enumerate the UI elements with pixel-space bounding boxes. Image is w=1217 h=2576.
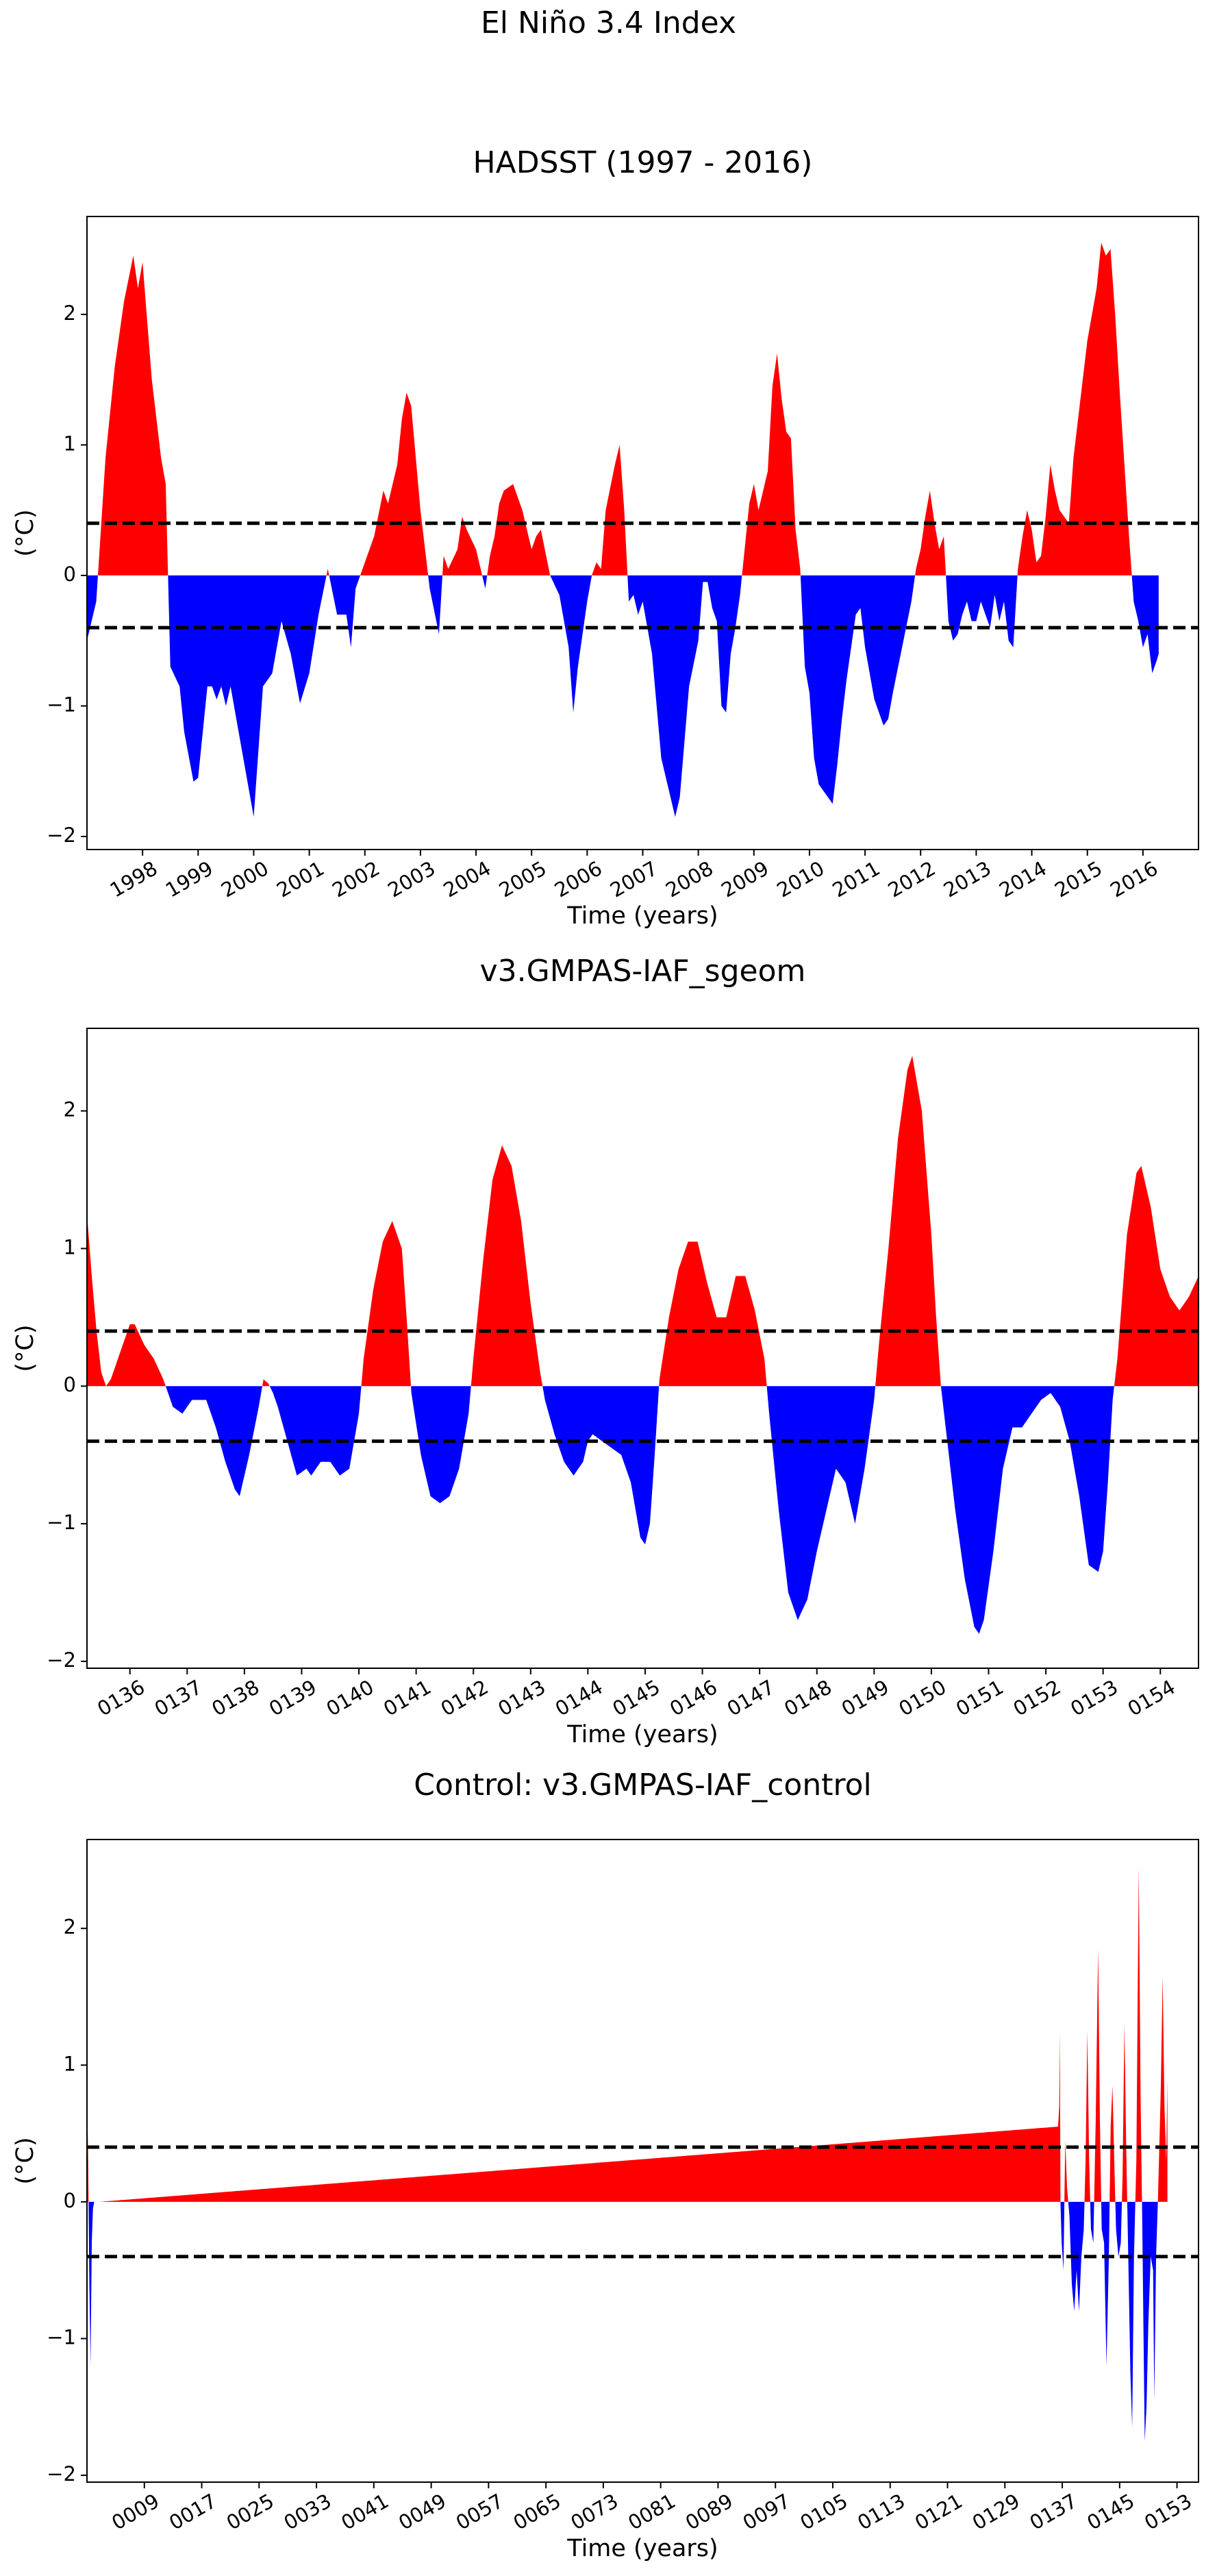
x-tick-label: 2009 [717,856,773,902]
x-tick-label: 0065 [510,2489,565,2534]
y-tick-label: −2 [47,2462,76,2486]
y-tick-label: −2 [47,1648,76,1672]
y-tick-label: 2 [64,301,76,325]
y-axis-label: (°C) [12,1324,39,1372]
x-tick-label: 0081 [624,2489,679,2534]
x-axis-label: Time (years) [566,902,718,930]
x-tick-label: 2003 [384,856,439,902]
x-tick-label: 0139 [265,1675,321,1720]
x-tick-label: 2000 [217,856,273,902]
x-tick-label: 0017 [165,2489,221,2534]
x-tick-label: 0073 [566,2489,622,2534]
x-tick-label: 0150 [894,1675,950,1720]
x-tick-label: 0154 [1124,1675,1179,1720]
x-tick-label: 0149 [838,1675,893,1720]
x-axis-label: Time (years) [566,1721,718,1748]
chart-panel-control: Control: v3.GMPAS-IAF_control −2 −1 0 1 2 0009… [12,1768,1199,2562]
x-tick-label: 0113 [853,2489,909,2534]
negative-anomaly-area [87,575,1159,817]
y-tick-label: 2 [64,1916,76,1939]
y-axis-label: (°C) [12,2137,39,2184]
x-tick-label: 0143 [494,1675,549,1720]
x-tick-label: 0129 [968,2489,1024,2534]
x-tick-label: 0089 [681,2489,737,2534]
x-tick-label: 0141 [379,1675,435,1720]
chart-title: Control: v3.GMPAS-IAF_control [414,1768,871,1803]
axes-frame [86,1028,1199,1669]
y-tick-label: 1 [64,2052,76,2075]
y-tick-label: −2 [47,823,76,847]
figure-suptitle: El Niño 3.4 Index [480,5,737,40]
y-tick-label: 1 [64,1235,76,1259]
x-tick-label: 0025 [223,2489,278,2534]
x-tick-label: 2006 [551,856,606,902]
x-tick-label: 0145 [609,1675,664,1720]
y-tick-label: 0 [64,1373,76,1396]
plot-area [87,1056,1199,1634]
y-tick-label: 1 [64,432,76,455]
x-tick-label: 2011 [829,856,884,902]
x-tick-label: 0145 [1083,2489,1138,2534]
x-tick-label: 0146 [666,1675,721,1720]
x-tick-label: 2010 [773,856,828,902]
x-tick-label: 0136 [93,1675,149,1720]
x-tick-label: 0049 [394,2489,450,2534]
negative-anomaly-area [87,2201,1168,2442]
x-tick-label: 0105 [796,2489,852,2534]
x-tick-label: 0153 [1140,2489,1196,2534]
chart-title: v3.GMPAS-IAF_sgeom [480,954,806,989]
x-tick-label: 2005 [495,856,551,902]
positive-anomaly-area [87,1056,1199,1387]
x-tick-label: 0009 [108,2489,163,2534]
plot-area [87,1866,1168,2442]
x-tick-label: 2008 [662,856,717,902]
y-tick-label: 0 [64,2189,76,2212]
chart-title: HADSST (1997 - 2016) [473,145,813,180]
x-tick-label: 0140 [323,1675,378,1720]
x-tick-label: 0097 [739,2489,794,2534]
negative-anomaly-area [87,1386,1199,1634]
x-tick-label: 0152 [1009,1675,1065,1720]
x-tick-label: 0153 [1066,1675,1122,1720]
x-tick-label: 1999 [162,856,217,902]
positive-anomaly-area [87,243,1159,575]
x-tick-label: 2015 [1051,856,1106,902]
x-tick-label: 2002 [328,856,384,902]
x-tick-label: 2004 [440,856,495,902]
x-tick-label: 2014 [995,856,1051,902]
y-tick-label: −1 [47,1511,76,1534]
x-tick-label: 0137 [1026,2489,1081,2534]
x-tick-label: 0147 [723,1675,779,1720]
x-axis-label: Time (years) [566,2535,718,2562]
x-tick-label: 0033 [280,2489,336,2534]
y-tick-label: −1 [47,2325,76,2349]
x-tick-label: 0142 [437,1675,492,1720]
x-tick-label: 2001 [273,856,328,902]
x-tick-label: 2013 [940,856,995,902]
y-axis-label: (°C) [12,509,39,556]
x-tick-label: 1998 [106,856,162,902]
x-tick-label: 0137 [151,1675,206,1720]
x-tick-label: 0041 [337,2489,392,2534]
x-tick-label: 0057 [452,2489,507,2534]
x-tick-label: 0151 [952,1675,1007,1720]
x-tick-label: 2012 [884,856,940,902]
x-tick-label: 0121 [911,2489,966,2534]
x-tick-label: 2007 [606,856,662,902]
positive-anomaly-area [87,1866,1168,2202]
plot-area [87,243,1159,817]
y-tick-label: 2 [64,1098,76,1122]
x-tick-label: 0138 [208,1675,263,1720]
axes-frame [86,1839,1199,2483]
chart-panel-sgeom: v3.GMPAS-IAF_sgeom −2 −1 0 1 2 0136 0137 0138 013… [12,954,1199,1748]
x-tick-label: 0144 [551,1675,607,1720]
y-tick-label: 0 [64,562,76,586]
x-tick-label: 0148 [780,1675,836,1720]
x-tick-label: 2016 [1106,856,1162,902]
y-tick-label: −1 [47,693,76,716]
